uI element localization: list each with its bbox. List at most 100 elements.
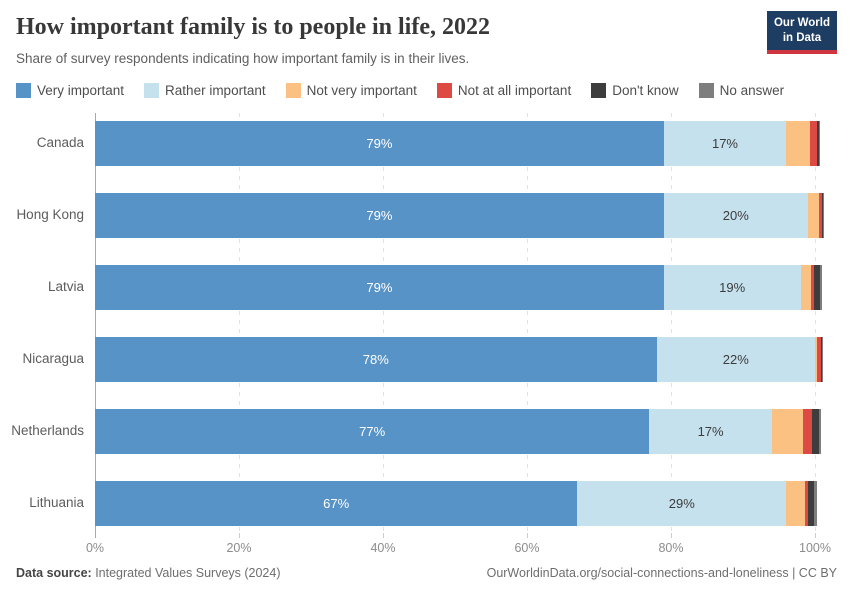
bar-segment[interactable] (820, 265, 823, 310)
bar-segment[interactable]: 19% (663, 265, 801, 310)
chart-subtitle: Share of survey respondents indicating h… (16, 51, 470, 66)
legend-item-not-very-important[interactable]: Not very important (285, 83, 417, 98)
bar-segment[interactable]: 79% (95, 265, 664, 310)
owid-logo-line2: in Data (782, 31, 822, 44)
bar-segment[interactable] (817, 337, 822, 382)
bar-value-label: 20% (722, 208, 749, 223)
bar-segment[interactable]: 17% (649, 409, 772, 454)
category-label-lithuania: Lithuania (29, 495, 84, 510)
category-label-nicaragua: Nicaragua (22, 351, 84, 366)
bar-value-label: 17% (697, 424, 724, 439)
bar-segment[interactable] (807, 193, 820, 238)
chart-legend: Very important Rather important Not very i… (16, 83, 784, 98)
bar-segment[interactable]: 78% (95, 337, 657, 382)
category-label-hong-kong: Hong Kong (16, 207, 84, 222)
bar-segment[interactable]: 20% (663, 193, 808, 238)
legend-swatch (591, 83, 607, 98)
page-title: How important family is to people in lif… (16, 14, 490, 40)
data-source: Data source: Integrated Values Surveys (… (16, 566, 281, 580)
data-source-text: Integrated Values Surveys (2024) (91, 566, 281, 580)
plot-area: 0% 20% 40% 60% 80% 100% Canada 79% 17% Hong Kong 7… (11, 113, 831, 555)
legend-swatch (285, 83, 301, 98)
bar-segment[interactable] (818, 121, 821, 166)
legend-swatch (436, 83, 452, 98)
bar-segment[interactable]: 77% (95, 409, 650, 454)
bar-segment[interactable] (803, 409, 813, 454)
legend-label: Very important (37, 83, 125, 98)
axis-tick-100 (815, 533, 816, 538)
bar-segment[interactable] (813, 265, 821, 310)
category-label-canada: Canada (36, 135, 84, 150)
bar-segment[interactable] (822, 193, 824, 238)
legend-label: Not very important (306, 83, 417, 98)
legend-swatch (698, 83, 714, 98)
legend-item-no-answer[interactable]: No answer (698, 83, 785, 98)
gridline-60 (527, 113, 528, 533)
bar-value-label: 29% (668, 496, 695, 511)
axis-tick-label-100: 100% (799, 541, 831, 555)
category-label-netherlands: Netherlands (11, 423, 84, 438)
data-source-label: Data source: (16, 566, 92, 580)
bar-value-label: 79% (366, 280, 393, 295)
bar-segment[interactable] (821, 337, 823, 382)
bar-segment[interactable]: 29% (577, 481, 787, 526)
bar-segment[interactable] (811, 265, 814, 310)
gridline-20 (239, 113, 240, 533)
gridline-100 (815, 113, 816, 533)
owid-logo-line1: Our World (773, 17, 830, 29)
bar-segment[interactable] (800, 265, 812, 310)
legend-label: Don't know (612, 83, 679, 98)
chart-footer: Data source: Integrated Values Surveys (… (16, 566, 837, 580)
axis-tick-label-80: 80% (658, 541, 684, 555)
axis-tick-80 (671, 533, 672, 538)
legend-swatch (144, 83, 160, 98)
bar-segment[interactable] (786, 121, 810, 166)
y-axis-line (95, 113, 96, 538)
owid-logo[interactable]: Our World in Data (766, 11, 837, 54)
bar-segment[interactable]: 79% (95, 121, 664, 166)
bar-segment[interactable] (807, 481, 814, 526)
axis-tick-40 (383, 533, 384, 538)
bar-value-label: 19% (719, 280, 746, 295)
gridline-40 (383, 113, 384, 533)
bar-value-label: 79% (366, 208, 393, 223)
legend-label: Rather important (165, 83, 266, 98)
bar-value-label: 78% (362, 352, 389, 367)
axis-tick-60 (527, 533, 528, 538)
legend-swatch (16, 83, 31, 98)
bar-segment[interactable]: 22% (656, 337, 815, 382)
bar-value-label: 79% (366, 136, 393, 151)
gridline-80 (671, 113, 672, 533)
legend-item-not-at-all-important[interactable]: Not at all important (436, 83, 572, 98)
axis-tick-label-20: 20% (226, 541, 252, 555)
footer-credit-link[interactable]: OurWorldinData.org/social-connections-an… (486, 566, 837, 580)
bar-segment[interactable] (819, 193, 823, 238)
bar-segment[interactable]: 17% (663, 121, 787, 166)
bar-segment[interactable] (815, 337, 818, 382)
legend-item-rather-important[interactable]: Rather important (144, 83, 266, 98)
bar-value-label: 67% (323, 496, 350, 511)
category-label-latvia: Latvia (47, 279, 84, 294)
bar-segment[interactable]: 79% (95, 193, 664, 238)
bar-segment[interactable] (771, 409, 804, 454)
bar-value-label: 22% (722, 352, 749, 367)
bar-value-label: 17% (711, 136, 738, 151)
bar-segment[interactable] (812, 409, 819, 454)
bar-segment[interactable] (809, 121, 818, 166)
axis-tick-label-60: 60% (514, 541, 540, 555)
axis-tick-label-0: 0% (85, 541, 105, 555)
bar-value-label: 77% (359, 424, 386, 439)
bar-segment[interactable] (822, 337, 823, 382)
bar-segment[interactable] (804, 481, 808, 526)
legend-item-very-important[interactable]: Very important (16, 83, 124, 98)
bar-segment[interactable] (813, 481, 818, 526)
bar-segment[interactable] (818, 409, 822, 454)
bar-segment[interactable] (817, 121, 819, 166)
legend-label: No answer (719, 83, 785, 98)
legend-item-don-t-know[interactable]: Don't know (591, 83, 679, 98)
bar-segment[interactable] (786, 481, 805, 526)
legend-label: Not at all important (457, 83, 572, 98)
bar-segment[interactable] (822, 193, 823, 238)
bar-segment[interactable]: 67% (95, 481, 578, 526)
